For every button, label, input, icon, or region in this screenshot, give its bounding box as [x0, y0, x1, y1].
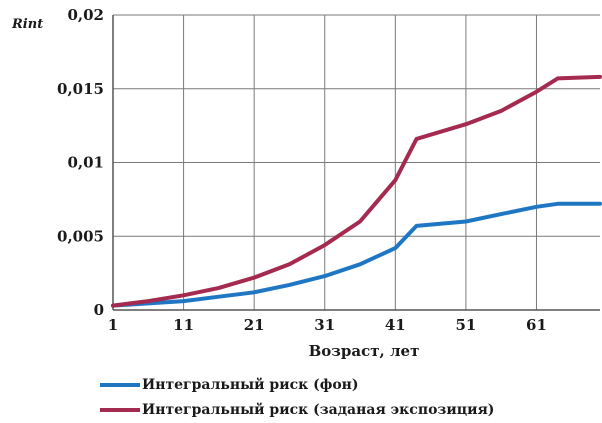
- y-tick-label: 0,015: [57, 80, 104, 98]
- x-tick-label: 61: [526, 316, 547, 334]
- legend: Интегральный риск (фон) Интегральный рис…: [100, 372, 494, 422]
- x-tick-label: 21: [244, 316, 265, 334]
- series-line-background: [111, 201, 602, 308]
- legend-item-background: Интегральный риск (фон): [100, 372, 494, 397]
- axes: [112, 15, 600, 311]
- legend-label-exposure: Интегральный риск (заданая экспозиция): [142, 401, 495, 418]
- series-lines: [111, 74, 602, 308]
- x-tick-label: 51: [455, 316, 476, 334]
- y-tick-label: 0,01: [67, 154, 104, 172]
- y-tick-label: 0,02: [67, 6, 104, 24]
- y-tick-labels: 0 0,005 0,01 0,015 0,02: [57, 6, 104, 319]
- x-tick-label: 11: [173, 316, 194, 334]
- y-tick-label: 0,005: [57, 227, 104, 245]
- x-tick-labels: 1 11 21 31 41 51 61: [108, 316, 547, 334]
- x-tick-label: 1: [108, 316, 118, 334]
- y-axis-label: Rint: [11, 17, 43, 32]
- legend-swatch-exposure: [100, 407, 140, 412]
- x-tick-label: 41: [385, 316, 406, 334]
- y-tick-label: 0: [94, 301, 104, 319]
- grid: [113, 14, 600, 311]
- x-axis-title: Возраст, лет: [309, 342, 420, 360]
- legend-item-exposure: Интегральный риск (заданая экспозиция): [100, 397, 494, 422]
- x-tick-label: 31: [314, 316, 335, 334]
- legend-label-background: Интегральный риск (фон): [142, 376, 359, 393]
- legend-swatch-background: [100, 382, 140, 387]
- series-line-exposure: [111, 74, 602, 308]
